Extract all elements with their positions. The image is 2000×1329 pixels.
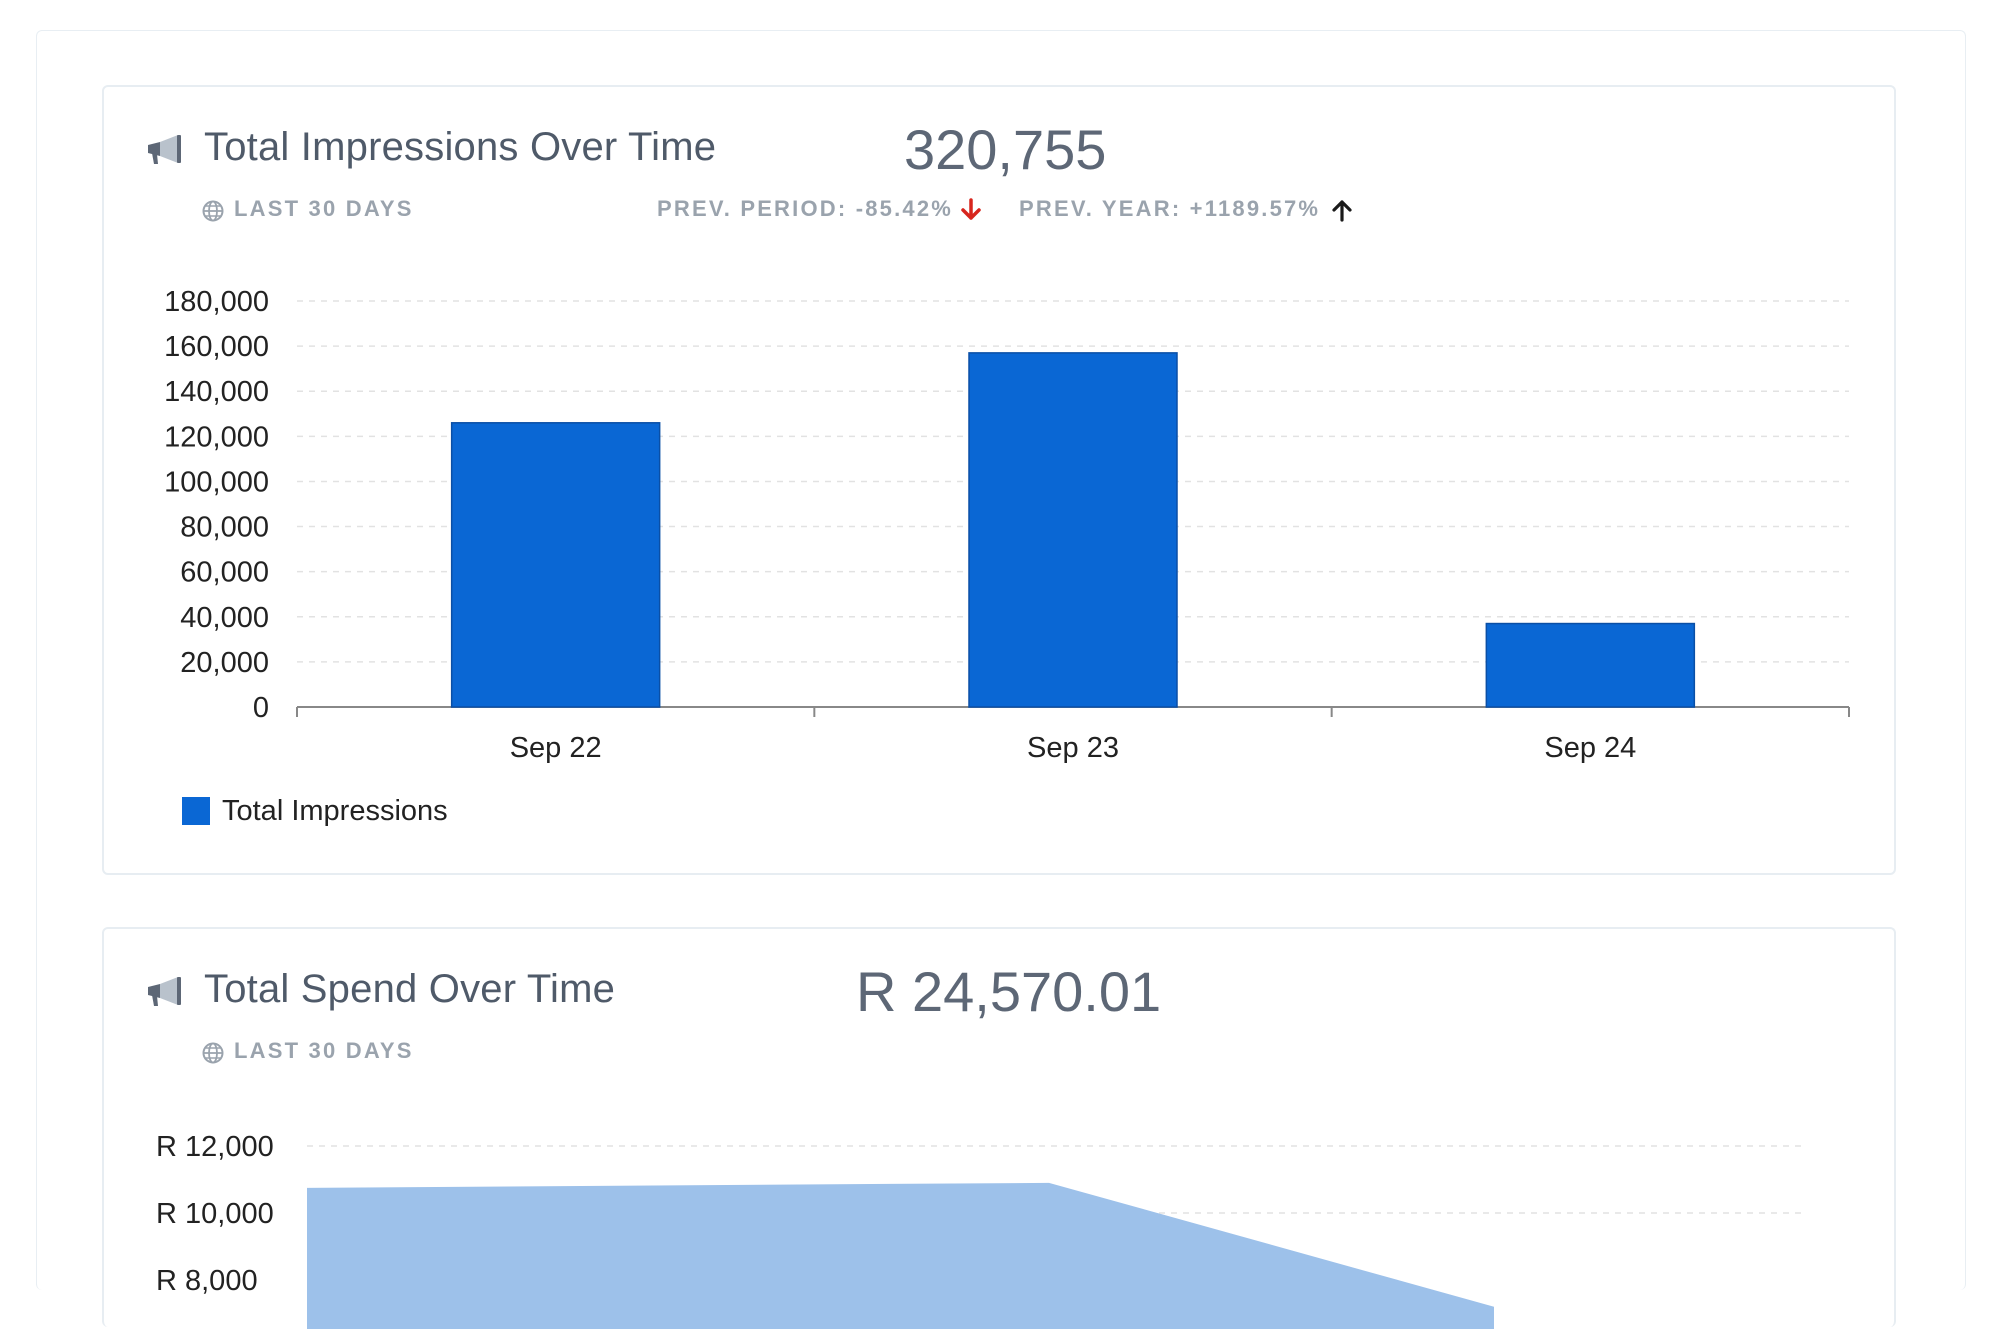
x-tick-label: Sep 24 xyxy=(1544,732,1636,764)
y-tick-label: R 10,000 xyxy=(156,1198,274,1230)
prev-period-label: PREV. PERIOD: -85.42% xyxy=(657,196,954,221)
arrow-down-icon xyxy=(961,198,981,220)
y-tick-label: 140,000 xyxy=(164,376,269,408)
total-spend-value: R 24,570.01 xyxy=(856,960,1162,1023)
impressions-card: Total Impressions Over Time 320,755 LAST… xyxy=(102,85,1896,875)
y-tick-label: 180,000 xyxy=(164,286,269,318)
globe-icon xyxy=(202,1042,224,1064)
y-tick-label: 60,000 xyxy=(180,557,269,589)
y-tick-label: 40,000 xyxy=(180,602,269,634)
card-title: Total Impressions Over Time xyxy=(204,125,717,169)
y-tick-label: R 8,000 xyxy=(156,1265,258,1297)
impressions-bar-chart: 0 20,000 40,000 60,000 80,000 100,000 120,000 1… xyxy=(164,286,1850,827)
y-tick-label: 100,000 xyxy=(164,466,269,498)
legend-swatch xyxy=(182,797,210,825)
bar xyxy=(1485,622,1696,708)
spend-area xyxy=(307,1182,1494,1329)
megaphone-icon xyxy=(148,977,181,1006)
y-tick-label: 20,000 xyxy=(180,647,269,679)
period-label: LAST 30 DAYS xyxy=(234,1038,414,1063)
y-tick-label: 80,000 xyxy=(180,512,269,544)
megaphone-icon xyxy=(148,135,181,164)
spend-area-chart: R 10,000 R 12,000 R 8,000 xyxy=(156,1131,1804,1329)
spend-card: Total Spend Over Time R 24,570.01 LAST 3… xyxy=(102,927,1896,1329)
y-tick-label: 0 xyxy=(253,692,269,724)
card-title: Total Spend Over Time xyxy=(204,967,616,1011)
prev-year-label: PREV. YEAR: +1189.57% xyxy=(1019,196,1321,221)
x-tick-label: Sep 23 xyxy=(1027,732,1119,764)
legend-label: Total Impressions xyxy=(222,795,448,827)
y-tick-label: R 12,000 xyxy=(156,1131,274,1163)
globe-icon xyxy=(202,200,224,222)
bar xyxy=(968,352,1178,708)
bar xyxy=(450,422,661,708)
x-tick-label: Sep 22 xyxy=(510,732,602,764)
total-impressions-value: 320,755 xyxy=(904,118,1107,181)
y-tick-label: 120,000 xyxy=(164,421,269,453)
y-tick-label: 160,000 xyxy=(164,331,269,363)
period-label: LAST 30 DAYS xyxy=(234,196,414,221)
arrow-up-icon xyxy=(1332,200,1352,222)
